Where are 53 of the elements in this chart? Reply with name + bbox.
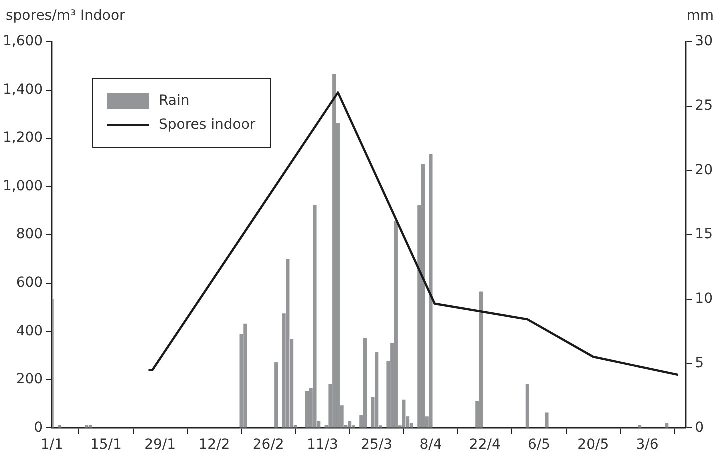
- bar: [394, 220, 398, 428]
- y-tick-label: 1,600: [2, 34, 44, 50]
- y2-axis-title: mm: [686, 8, 714, 24]
- legend-label: Rain: [159, 93, 190, 109]
- bar: [332, 74, 336, 428]
- y2-tick-label: 15: [695, 226, 714, 243]
- bar: [638, 424, 642, 428]
- x-tick-label: 20/5: [578, 437, 610, 454]
- bar: [305, 392, 310, 428]
- x-tick-label: 12/2: [198, 437, 230, 454]
- bar: [313, 205, 317, 428]
- y2-tick-label: 10: [695, 291, 714, 308]
- y2-tick-label: 30: [695, 34, 714, 50]
- x-tick-label: 15/1: [90, 437, 122, 454]
- x-tick-label: 25/3: [361, 437, 393, 454]
- bar: [85, 424, 89, 428]
- x-tick-label: 1/1: [40, 437, 64, 454]
- y-tick-label: 800: [16, 226, 44, 243]
- y-tick-label: 600: [16, 275, 44, 292]
- bar: [545, 412, 549, 428]
- y-tick-label: 1,400: [2, 82, 44, 98]
- x-tick-label: 11/3: [307, 437, 338, 454]
- y-tick-label: 1,200: [2, 130, 44, 146]
- bar: [363, 338, 368, 428]
- x-tick-label: 22/4: [469, 437, 501, 454]
- bar: [665, 423, 669, 428]
- y2-tick-label: 5: [695, 355, 704, 372]
- x-tick-label: 6/5: [528, 437, 551, 454]
- bar: [274, 362, 278, 428]
- bar: [402, 400, 406, 428]
- bar: [286, 260, 290, 428]
- x-tick-label: 3/6: [636, 437, 659, 454]
- bar: [244, 324, 248, 428]
- y2-tick-label: 0: [695, 420, 704, 436]
- bar: [429, 154, 433, 428]
- bar: [526, 384, 530, 428]
- bar: [479, 292, 484, 428]
- bar: [58, 424, 62, 428]
- y2-tick-label: 25: [695, 98, 714, 114]
- y-axis-title: spores/m³ Indoor: [6, 8, 126, 24]
- y-tick-label: 400: [16, 323, 44, 340]
- x-tick-label: 29/1: [144, 437, 176, 454]
- bar: [348, 421, 352, 428]
- y-tick-label: 200: [16, 372, 44, 388]
- bar: [421, 164, 426, 428]
- bar: [88, 424, 93, 428]
- legend-label: Spores indoor: [159, 117, 256, 133]
- x-tick-label: 8/4: [420, 437, 442, 454]
- y-tick-label: 1,000: [2, 178, 44, 194]
- y2-tick-label: 20: [695, 162, 714, 178]
- bar: [375, 352, 379, 428]
- x-tick-label: 26/2: [252, 437, 284, 454]
- y-tick-label: 0: [34, 420, 44, 436]
